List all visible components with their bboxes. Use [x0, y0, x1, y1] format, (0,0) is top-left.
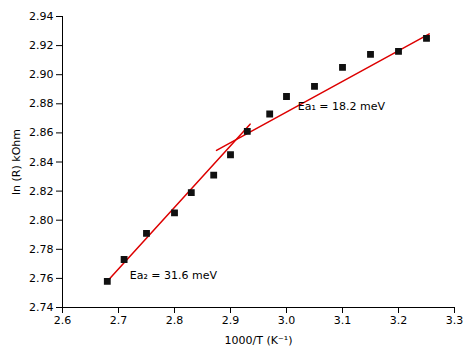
svg-text:2.88: 2.88 [29, 97, 54, 110]
svg-text:Ea₁ = 18.2 meV: Ea₁ = 18.2 meV [298, 100, 386, 113]
svg-text:2.82: 2.82 [29, 185, 54, 198]
svg-text:2.84: 2.84 [29, 156, 54, 169]
svg-text:2.78: 2.78 [29, 243, 54, 256]
svg-text:1000/T (K⁻¹): 1000/T (K⁻¹) [225, 334, 293, 347]
svg-text:2.86: 2.86 [29, 126, 54, 139]
svg-text:2.90: 2.90 [29, 68, 54, 81]
svg-text:2.94: 2.94 [29, 10, 54, 23]
svg-text:2.6: 2.6 [54, 314, 72, 327]
svg-text:2.7: 2.7 [110, 314, 128, 327]
svg-text:3.0: 3.0 [278, 314, 296, 327]
svg-text:2.76: 2.76 [29, 272, 54, 285]
svg-text:Ea₂ = 31.6 meV: Ea₂ = 31.6 meV [130, 269, 218, 282]
svg-text:2.9: 2.9 [222, 314, 240, 327]
svg-text:ln (R) kOhm: ln (R) kOhm [10, 129, 23, 195]
svg-text:2.92: 2.92 [29, 39, 54, 52]
svg-text:3.3: 3.3 [446, 314, 464, 327]
svg-text:3.1: 3.1 [334, 314, 352, 327]
svg-text:2.8: 2.8 [166, 314, 184, 327]
svg-text:2.80: 2.80 [29, 214, 54, 227]
svg-text:3.2: 3.2 [390, 314, 408, 327]
svg-text:2.74: 2.74 [29, 301, 54, 314]
